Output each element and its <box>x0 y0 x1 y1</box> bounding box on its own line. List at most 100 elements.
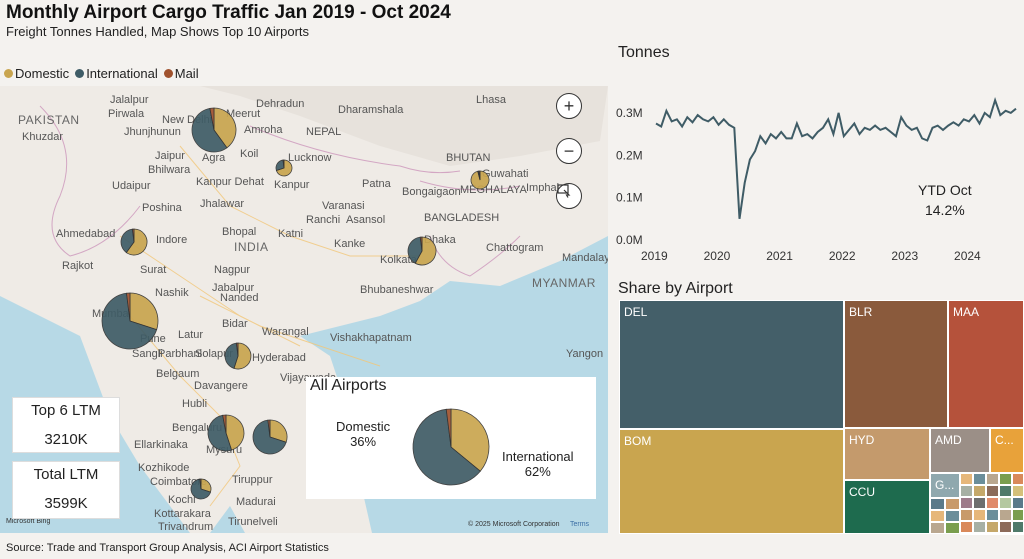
zoom-in-button[interactable]: + <box>556 93 582 119</box>
treemap-tile-small[interactable] <box>930 498 945 510</box>
map-label-surat: Surat <box>140 264 167 276</box>
kpi-top6-value: 3210K <box>44 431 88 448</box>
treemap-tile-c[interactable]: C... <box>990 428 1024 473</box>
treemap-tile-maa[interactable]: MAA <box>948 300 1024 428</box>
airport-pie-amd[interactable] <box>120 228 148 256</box>
treemap-tile-small[interactable] <box>999 473 1012 485</box>
map-label-poshina: Poshina <box>142 202 182 214</box>
map-label-jhalawar: Jhalawar <box>200 198 245 210</box>
airport-pie-maa[interactable] <box>252 419 288 455</box>
treemap-tile-bom[interactable]: BOM <box>619 429 844 534</box>
treemap-tile-small[interactable] <box>986 521 999 533</box>
treemap-tile-amd[interactable]: AMD <box>930 428 990 473</box>
treemap-tile-g[interactable]: G... <box>930 473 960 498</box>
treemap-tile-small[interactable] <box>986 509 999 521</box>
airport-pie-ccu[interactable] <box>407 236 437 266</box>
map-label-dehradun: Dehradun <box>256 98 305 110</box>
treemap-tile-small[interactable] <box>945 522 960 534</box>
treemap-tile-hyd[interactable]: HYD <box>844 428 930 480</box>
treemap-tile-small[interactable] <box>960 473 973 485</box>
map-label-bhilwara: Bhilwara <box>148 164 191 176</box>
zoom-out-button[interactable]: − <box>556 138 582 164</box>
treemap-tile-small[interactable] <box>960 509 973 521</box>
treemap-tile-small[interactable] <box>1012 473 1024 485</box>
airport-map[interactable]: PAKISTAN Khuzdar Jalalpur Pirwala Jhunjh… <box>0 86 608 533</box>
map-label-bhopal: Bhopal <box>222 226 257 238</box>
airport-pie-bom[interactable] <box>101 292 159 350</box>
legend-mail[interactable]: Mail <box>163 66 199 81</box>
legend-label-international: International <box>86 66 158 81</box>
treemap-tile-small[interactable] <box>960 497 973 509</box>
treemap-tile-small[interactable] <box>1012 521 1024 533</box>
airport-pie-del[interactable] <box>191 107 237 153</box>
airport-pie-hyd-slice-2 <box>235 342 239 357</box>
ytd-label: YTD Oct <box>918 182 972 198</box>
treemap-tile-small[interactable] <box>999 533 1012 535</box>
treemap-tile-blr[interactable]: BLR <box>844 300 948 428</box>
treemap-tile-small[interactable] <box>960 521 973 533</box>
treemap-tile-small[interactable] <box>986 497 999 509</box>
airport-pie-blr[interactable] <box>207 414 245 452</box>
donut-ring-slice-0 <box>450 408 490 472</box>
map-label-trivandrum: Trivandrum <box>158 521 214 533</box>
treemap-tile-small[interactable] <box>973 485 986 497</box>
treemap-tile-small[interactable] <box>945 498 960 510</box>
map-label-nepal: NEPAL <box>306 126 342 138</box>
x-tick-label: 2022 <box>829 249 856 263</box>
treemap-tile-small[interactable] <box>986 473 999 485</box>
map-terms-link[interactable]: Terms <box>570 521 590 528</box>
treemap-tile-small[interactable] <box>999 521 1012 533</box>
treemap-tile-label: MAA <box>953 305 980 319</box>
treemap-tile-small[interactable] <box>999 509 1012 521</box>
treemap-tile-small[interactable] <box>1012 509 1024 521</box>
treemap-tile-small[interactable] <box>960 485 973 497</box>
treemap-tile-small[interactable] <box>999 485 1012 497</box>
treemap-tile-small[interactable] <box>945 510 960 522</box>
map-label-udaipur: Udaipur <box>112 180 151 192</box>
donut-ring[interactable] <box>412 408 490 486</box>
map-label-indore: Indore <box>156 234 188 246</box>
treemap-tile-del[interactable]: DEL <box>619 300 844 429</box>
treemap-tile-small[interactable] <box>960 533 973 535</box>
map-label-madurai: Madurai <box>236 496 276 508</box>
treemap-tile-small[interactable] <box>986 485 999 497</box>
treemap-tile-small[interactable] <box>1012 497 1024 509</box>
treemap-tile-small[interactable] <box>973 509 986 521</box>
map-label-india: INDIA <box>234 240 269 254</box>
y-tick-label: 0.2M <box>616 148 643 162</box>
map-label-imphal: Imphal <box>526 182 560 194</box>
legend-dot-international <box>75 69 85 78</box>
airport-pie-lko[interactable] <box>275 159 293 177</box>
airport-pie-gau[interactable] <box>470 170 490 190</box>
treemap-tile-small[interactable] <box>999 497 1012 509</box>
map-label-meerut: Meerut <box>226 108 261 120</box>
legend-international[interactable]: International <box>75 66 158 81</box>
treemap-tile-small[interactable] <box>973 533 986 535</box>
airport-pie-del-slice-0 <box>213 107 237 149</box>
treemap-tile-small[interactable] <box>973 521 986 533</box>
treemap-tile-small[interactable] <box>930 522 945 534</box>
legend-label-domestic: Domestic <box>15 66 70 81</box>
treemap-tile-ccu[interactable]: CCU <box>844 480 930 534</box>
treemap-tile-small[interactable] <box>930 510 945 522</box>
map-legend: Domestic International Mail <box>4 66 199 81</box>
treemap-tile-small[interactable] <box>1012 533 1024 535</box>
treemap-tile-small[interactable] <box>986 533 999 535</box>
map-label-jalalpur: Jalalpur <box>110 94 149 106</box>
all-airports-donut: All Airports Domestic 36% International 62… <box>306 377 596 499</box>
treemap-tile-small[interactable] <box>973 497 986 509</box>
airport-pie-ccu-slice-1 <box>407 236 423 264</box>
airport-pie-amd-slice-0 <box>125 228 148 256</box>
map-label-varanasi: Varanasi <box>322 200 365 212</box>
treemap-tile-small[interactable] <box>973 473 986 485</box>
airport-pie-hyd[interactable] <box>224 342 252 370</box>
legend-domestic[interactable]: Domestic <box>4 66 69 81</box>
map-select-button[interactable] <box>556 183 582 209</box>
map-label-bongaigaon: Bongaigaon <box>402 186 461 198</box>
treemap-tile-label: AMD <box>935 433 962 447</box>
airport-pie-cok[interactable] <box>190 478 212 500</box>
treemap-tile-small[interactable] <box>1012 485 1024 497</box>
map-label-mandalay: Mandalay <box>562 252 608 264</box>
map-label-bhutan: BHUTAN <box>446 152 491 164</box>
map-label-pirwala: Pirwala <box>108 108 145 120</box>
